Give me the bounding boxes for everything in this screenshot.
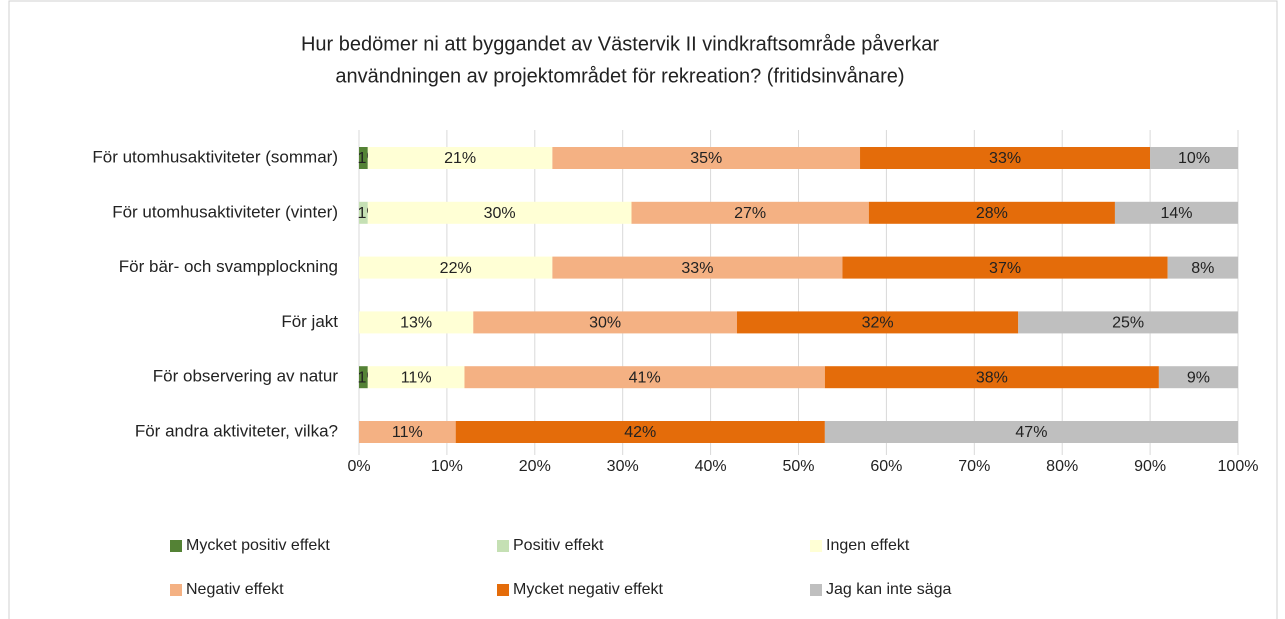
x-tick-label: 10% xyxy=(431,458,463,475)
data-label: 27% xyxy=(734,205,766,222)
data-label: 35% xyxy=(690,150,722,167)
legend-label: Mycket positiv effekt xyxy=(186,537,330,554)
x-tick-label: 60% xyxy=(870,458,902,475)
x-tick-label: 0% xyxy=(347,458,370,475)
data-label: 41% xyxy=(629,369,661,386)
bar-segment xyxy=(552,147,861,169)
bar-segment xyxy=(359,201,368,224)
data-label: 22% xyxy=(440,260,472,277)
bar-segment xyxy=(824,421,1238,443)
legend-swatch xyxy=(810,540,822,552)
bar-segment xyxy=(359,147,368,169)
data-label: 28% xyxy=(976,205,1008,222)
legend-swatch xyxy=(497,584,509,596)
data-label: 30% xyxy=(484,205,516,222)
chart-title: Hur bedömer ni att byggandet av Västervi… xyxy=(301,33,939,55)
data-label: 11% xyxy=(401,369,432,386)
bar-segment xyxy=(552,256,843,279)
legend-swatch xyxy=(497,540,509,552)
bar-segment xyxy=(842,256,1168,279)
bar-segment xyxy=(868,201,1115,224)
bar-segment xyxy=(367,366,465,389)
bar-segment xyxy=(1114,201,1238,224)
data-label: 14% xyxy=(1160,205,1192,222)
data-label: 33% xyxy=(681,260,713,277)
legend-label: Ingen effekt xyxy=(826,537,910,554)
x-tick-label: 70% xyxy=(958,458,990,475)
bar-segment xyxy=(1150,147,1238,169)
bar-segment xyxy=(359,256,553,279)
bar-segment xyxy=(824,366,1159,389)
legend-label: Positiv effekt xyxy=(513,537,604,554)
bar-segment xyxy=(1167,256,1238,279)
bar-segment xyxy=(359,366,368,389)
bar-segment xyxy=(367,147,553,169)
legend-swatch xyxy=(170,584,182,596)
bar-segment xyxy=(631,201,869,224)
bar-segment xyxy=(359,421,456,443)
data-label: 30% xyxy=(589,315,621,332)
data-label: 10% xyxy=(1178,150,1210,167)
y-tick-label: För andra aktiviteter, vilka? xyxy=(135,421,338,440)
data-label: 11% xyxy=(392,424,423,441)
y-tick-label: För utomhusaktiviteter (vinter) xyxy=(112,202,338,221)
data-label: 38% xyxy=(976,369,1008,386)
x-tick-label: 90% xyxy=(1134,458,1166,475)
bar-segment xyxy=(473,311,737,334)
bar-segment xyxy=(367,201,632,224)
legend-label: Mycket negativ effekt xyxy=(513,581,664,598)
bar-segment xyxy=(464,366,825,389)
y-tick-label: För bär- och svampplockning xyxy=(119,257,338,276)
bar-segment xyxy=(1158,366,1238,389)
y-tick-label: För jakt xyxy=(281,312,338,331)
data-label: 9% xyxy=(1187,369,1210,386)
data-label: 37% xyxy=(989,260,1021,277)
y-tick-label: För utomhusaktiviteter (sommar) xyxy=(92,147,338,166)
data-label: 25% xyxy=(1112,315,1144,332)
chart-title: användningen av projektområdet för rekre… xyxy=(335,65,904,87)
x-tick-label: 100% xyxy=(1218,458,1259,475)
data-label: 42% xyxy=(624,424,656,441)
x-tick-label: 20% xyxy=(519,458,551,475)
legend-label: Negativ effekt xyxy=(186,581,284,598)
x-tick-label: 80% xyxy=(1046,458,1078,475)
data-label: 8% xyxy=(1191,260,1214,277)
bar-segment xyxy=(455,421,825,443)
data-label: 32% xyxy=(862,315,894,332)
bar-segment xyxy=(736,311,1019,334)
data-label: 21% xyxy=(444,150,476,167)
legend-swatch xyxy=(170,540,182,552)
data-label: 33% xyxy=(989,150,1021,167)
bar-segment xyxy=(860,147,1151,169)
y-tick-label: För observering av natur xyxy=(153,367,339,386)
x-tick-label: 40% xyxy=(695,458,727,475)
data-label: 47% xyxy=(1015,424,1047,441)
bar-segment xyxy=(359,311,474,334)
x-tick-label: 50% xyxy=(782,458,814,475)
x-tick-label: 30% xyxy=(607,458,639,475)
bar-segment xyxy=(1018,311,1238,334)
chart-frame xyxy=(8,0,1278,619)
data-label: 13% xyxy=(400,315,432,332)
legend-label: Jag kan inte säga xyxy=(826,581,952,598)
legend-swatch xyxy=(810,584,822,596)
